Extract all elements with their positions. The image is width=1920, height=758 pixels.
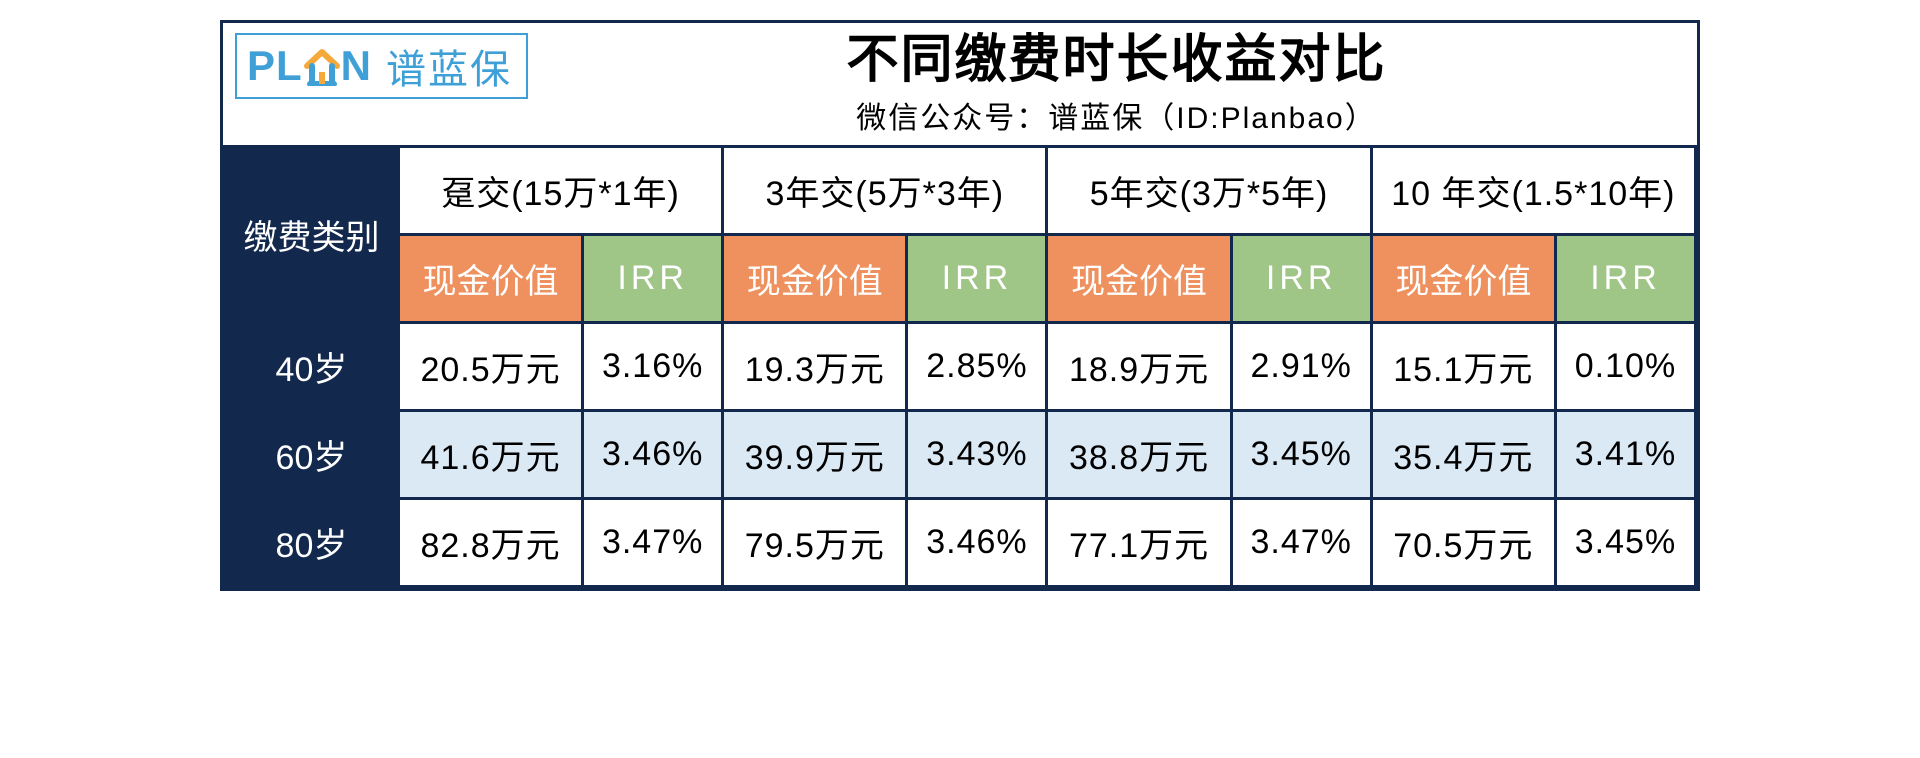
sub-header-cash: 现金价值 [723,235,907,323]
cell-cash: 41.6万元 [398,411,582,499]
table-row: 40岁 20.5万元 3.16% 19.3万元 2.85% 18.9万元 2.9… [225,323,1696,411]
row-age-label: 40岁 [225,323,399,411]
sub-header-cash: 现金价值 [1047,235,1231,323]
sub-header-irr: IRR [907,235,1047,323]
cell-irr: 2.91% [1231,323,1371,411]
comparison-table: 缴费类别 趸交(15万*1年) 3年交(5万*3年) 5年交(3万*5年) 10… [223,145,1697,588]
cell-cash: 39.9万元 [723,411,907,499]
sub-header-cash: 现金价值 [1371,235,1555,323]
page-title: 不同缴费时长收益对比 [548,29,1685,91]
group-header: 5年交(3万*5年) [1047,147,1371,235]
cell-irr: 2.85% [907,323,1047,411]
logo-house-icon [304,46,340,86]
cell-cash: 79.5万元 [723,499,907,587]
cell-cash: 70.5万元 [1371,499,1555,587]
cell-irr: 3.45% [1231,411,1371,499]
comparison-table-card: PL N 谱蓝保 不同缴费时长收益对比 微信公众号：谱蓝保（ID:Planbao… [220,20,1700,591]
cell-irr: 3.47% [583,499,723,587]
logo-word: PL N [247,45,372,87]
cell-irr: 3.43% [907,411,1047,499]
cell-cash: 35.4万元 [1371,411,1555,499]
cell-irr: 3.46% [583,411,723,499]
cell-irr: 3.16% [583,323,723,411]
table-row: 60岁 41.6万元 3.46% 39.9万元 3.43% 38.8万元 3.4… [225,411,1696,499]
table-row: 80岁 82.8万元 3.47% 79.5万元 3.46% 77.1万元 3.4… [225,499,1696,587]
sub-header-irr: IRR [583,235,723,323]
row-age-label: 60岁 [225,411,399,499]
cell-irr: 3.45% [1555,499,1695,587]
cell-irr: 0.10% [1555,323,1695,411]
header-row-2: 现金价值 IRR 现金价值 IRR 现金价值 IRR 现金价值 IRR [225,235,1696,323]
sub-header-irr: IRR [1231,235,1371,323]
page-subtitle: 微信公众号：谱蓝保（ID:Planbao） [548,93,1685,137]
cell-cash: 15.1万元 [1371,323,1555,411]
row-age-label: 80岁 [225,499,399,587]
cell-cash: 82.8万元 [398,499,582,587]
header-row-1: 缴费类别 趸交(15万*1年) 3年交(5万*3年) 5年交(3万*5年) 10… [225,147,1696,235]
cell-irr: 3.47% [1231,499,1371,587]
brand-logo: PL N 谱蓝保 [235,33,528,99]
header: PL N 谱蓝保 不同缴费时长收益对比 微信公众号：谱蓝保（ID:Planbao… [223,23,1697,145]
cell-cash: 18.9万元 [1047,323,1231,411]
group-header: 10 年交(1.5*10年) [1371,147,1695,235]
cell-cash: 20.5万元 [398,323,582,411]
logo-cn-text: 谱蓝保 [386,37,512,95]
cell-irr: 3.46% [907,499,1047,587]
cell-cash: 38.8万元 [1047,411,1231,499]
sub-header-irr: IRR [1555,235,1695,323]
group-header: 3年交(5万*3年) [723,147,1047,235]
cell-cash: 77.1万元 [1047,499,1231,587]
corner-label: 缴费类别 [225,147,399,323]
title-block: 不同缴费时长收益对比 微信公众号：谱蓝保（ID:Planbao） [548,29,1685,137]
cell-cash: 19.3万元 [723,323,907,411]
cell-irr: 3.41% [1555,411,1695,499]
sub-header-cash: 现金价值 [398,235,582,323]
group-header: 趸交(15万*1年) [398,147,722,235]
